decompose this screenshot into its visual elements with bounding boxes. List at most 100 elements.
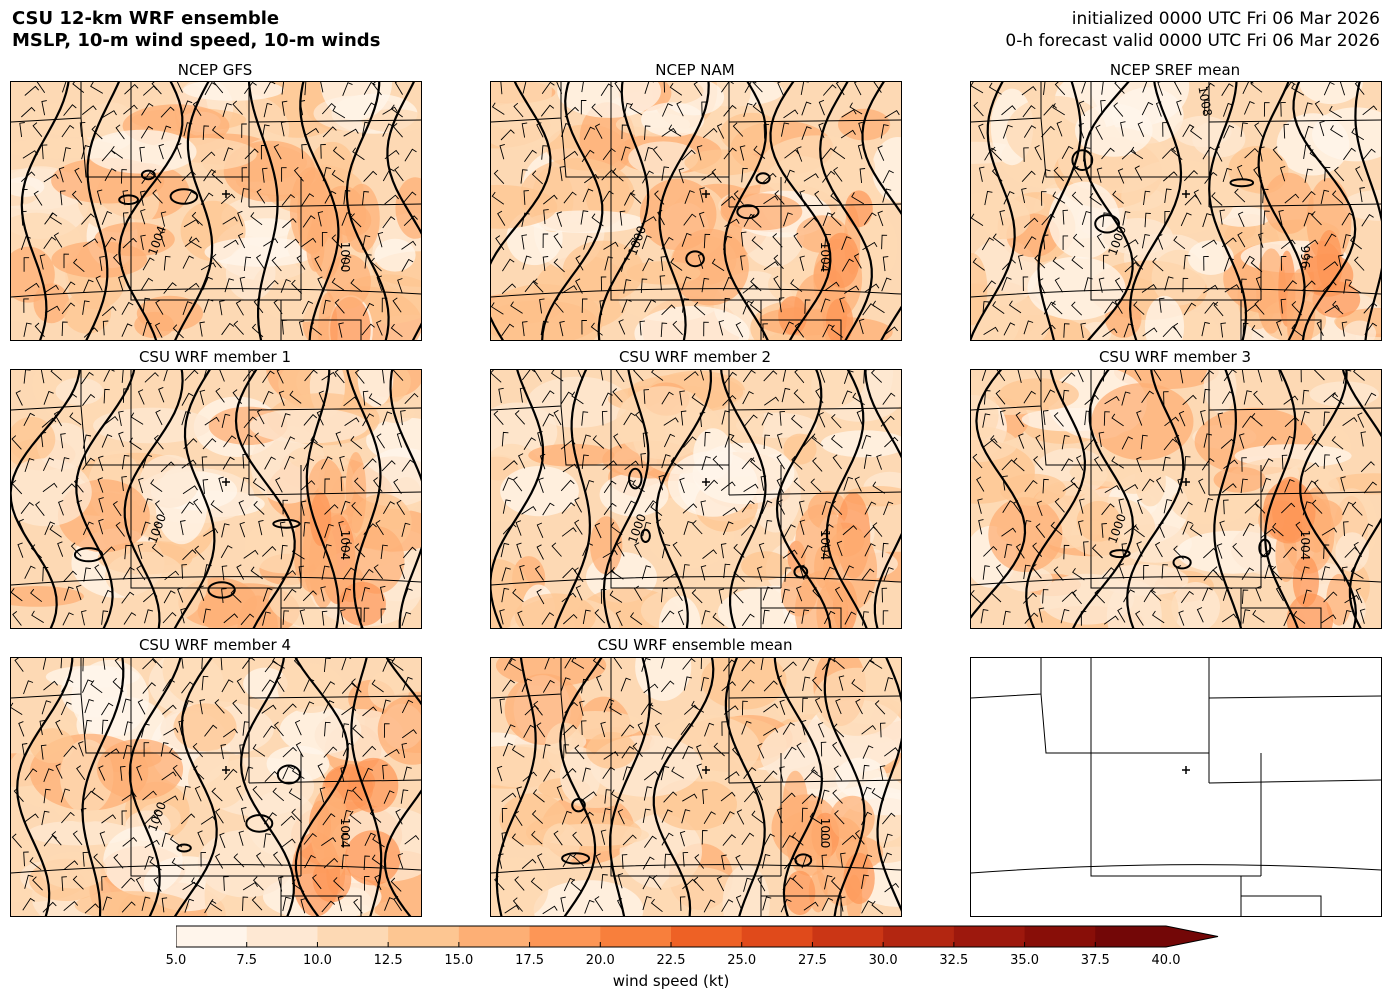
wind-barb: [302, 590, 317, 602]
wind-speed-blob: [1134, 455, 1166, 507]
wind-barb: [280, 838, 296, 849]
wind-barb: [804, 769, 819, 781]
wind-barb: [691, 589, 703, 604]
wind-barb: [1051, 300, 1063, 315]
wind-barb: [324, 504, 339, 515]
city-marker: [222, 478, 230, 486]
wind-barb: [1360, 461, 1375, 473]
wind-barb: [830, 877, 842, 892]
wind-barb: [1339, 82, 1346, 96]
wind-barb: [1163, 438, 1177, 451]
wind-barb: [839, 896, 846, 912]
wind-barb: [743, 483, 759, 492]
wind-barb: [821, 831, 827, 846]
wind-barb: [158, 143, 164, 160]
wind-speed-blob: [823, 232, 860, 288]
wind-barb: [298, 320, 305, 336]
wind-barb: [1161, 564, 1168, 579]
wind-barb: [42, 658, 47, 670]
wind-barb: [41, 810, 50, 826]
wind-barb: [81, 145, 91, 160]
wind-speed-blob: [784, 870, 816, 916]
wind-barb: [534, 565, 544, 581]
wind-barb: [756, 566, 763, 582]
wind-barb: [103, 388, 110, 404]
wind-barb: [142, 790, 157, 801]
wind-barb: [1189, 524, 1203, 537]
wind-barb: [764, 519, 773, 535]
wind-barb: [741, 720, 752, 735]
wind-barb: [642, 808, 651, 823]
wind-barb: [261, 167, 268, 183]
state-border: [1040, 405, 1091, 466]
wind-barb: [799, 519, 806, 536]
wind-barb: [1222, 237, 1237, 248]
wind-barb: [609, 703, 622, 716]
isobar: [389, 370, 421, 628]
wind-barb: [1063, 544, 1070, 560]
wind-barb: [1041, 324, 1056, 336]
wind-barb: [716, 875, 725, 892]
wind-barb: [113, 854, 124, 869]
wind-barb: [352, 724, 364, 739]
wind-barb: [1091, 544, 1103, 559]
isobar: [773, 658, 824, 916]
wind-barb: [761, 854, 771, 869]
wind-barb: [742, 390, 754, 405]
wind-barb: [181, 681, 195, 694]
wind-barb: [720, 791, 736, 802]
wind-barb: [83, 567, 91, 582]
wind-barb: [363, 82, 376, 95]
wind-barb: [1182, 394, 1197, 406]
wind-barb: [763, 727, 779, 736]
closed-isobar: [628, 467, 643, 490]
wind-barb: [633, 370, 644, 382]
wind-barb: [152, 189, 163, 204]
wind-speed-blob: [998, 378, 1079, 411]
wind-barb: [384, 897, 395, 911]
wind-barb: [663, 417, 679, 426]
wind-barb: [121, 323, 133, 337]
wind-barb: [1324, 304, 1340, 314]
wind-barb: [1242, 609, 1251, 624]
closed-isobar: [1258, 538, 1272, 558]
wind-barb: [1357, 412, 1365, 428]
wind-barb: [331, 277, 345, 291]
wind-barb: [183, 700, 194, 715]
wind-barb: [112, 501, 122, 517]
state-border: [1208, 779, 1381, 784]
wind-barb: [221, 679, 234, 693]
wind-speed-blob: [971, 192, 1045, 219]
wind-barb: [582, 609, 591, 625]
wind-barb: [501, 323, 515, 336]
wind-barb: [1202, 213, 1212, 228]
wind-speed-blob: [701, 658, 787, 710]
wind-barb: [23, 851, 29, 867]
wind-barb: [643, 683, 659, 694]
wind-barb: [1043, 104, 1058, 116]
wind-barb: [1077, 520, 1084, 536]
wind-barb: [610, 522, 623, 536]
wind-barb: [1104, 301, 1117, 314]
wind-barb: [821, 501, 832, 516]
wind-barb: [696, 763, 703, 779]
wind-barb: [679, 830, 686, 847]
wind-barb: [141, 102, 154, 116]
wind-barb: [161, 125, 172, 140]
wind-barb: [316, 410, 324, 426]
wind-barb: [98, 455, 104, 472]
wind-barb: [1053, 566, 1064, 581]
wind-barb: [402, 546, 417, 559]
wind-barb: [362, 235, 371, 250]
wind-barb: [390, 877, 402, 892]
wind-barb: [63, 900, 79, 912]
wind-barb: [304, 370, 318, 382]
wind-barb: [301, 300, 314, 315]
wind-barb: [401, 742, 407, 759]
wind-barb: [499, 609, 505, 625]
wind-barb: [783, 212, 793, 227]
wind-barb: [130, 412, 144, 425]
wind-barb: [703, 321, 709, 337]
wind-barb: [1101, 523, 1107, 538]
wind-barb: [42, 901, 57, 913]
